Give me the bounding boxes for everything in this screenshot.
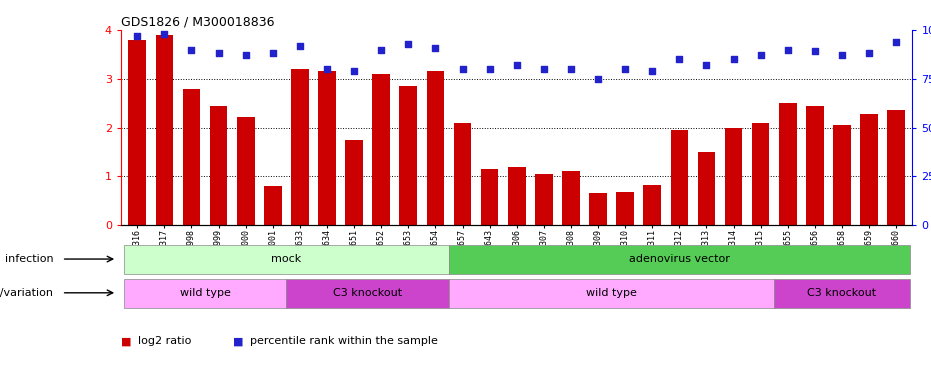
Bar xyxy=(589,194,607,225)
Point xyxy=(889,39,904,45)
Text: C3 knockout: C3 knockout xyxy=(333,288,402,298)
Text: C3 knockout: C3 knockout xyxy=(807,288,876,298)
Point xyxy=(292,43,307,49)
Point xyxy=(699,62,714,68)
Text: wild type: wild type xyxy=(180,288,231,298)
Point xyxy=(455,66,470,72)
Point xyxy=(672,56,687,62)
Point xyxy=(834,53,849,58)
Point xyxy=(861,50,876,56)
Bar xyxy=(887,110,905,225)
Bar xyxy=(535,174,553,225)
Bar xyxy=(209,106,227,225)
Bar xyxy=(318,71,336,225)
Point xyxy=(509,62,524,68)
Bar xyxy=(124,245,449,274)
Point xyxy=(211,50,226,56)
Bar xyxy=(345,140,363,225)
Bar xyxy=(287,279,449,308)
Bar xyxy=(182,88,200,225)
Text: wild type: wild type xyxy=(587,288,637,298)
Point xyxy=(536,66,551,72)
Bar xyxy=(372,74,390,225)
Bar xyxy=(616,192,634,225)
Point xyxy=(184,46,199,53)
Bar xyxy=(775,279,910,308)
Text: GDS1826 / M300018836: GDS1826 / M300018836 xyxy=(121,16,275,29)
Point xyxy=(617,66,632,72)
Point xyxy=(319,66,334,72)
Point xyxy=(726,56,741,62)
Text: genotype/variation: genotype/variation xyxy=(0,288,54,298)
Bar xyxy=(399,86,417,225)
Bar xyxy=(264,186,281,225)
Bar xyxy=(426,71,444,225)
Point xyxy=(563,66,578,72)
Bar xyxy=(449,245,910,274)
Bar xyxy=(697,152,715,225)
Text: ■: ■ xyxy=(233,336,243,346)
Bar xyxy=(670,130,688,225)
Bar xyxy=(155,35,173,225)
Point xyxy=(807,48,822,54)
Point xyxy=(373,46,388,53)
Bar xyxy=(752,123,769,225)
Bar xyxy=(860,114,878,225)
Text: mock: mock xyxy=(271,254,302,264)
Point xyxy=(401,40,416,46)
Bar xyxy=(449,279,775,308)
Point xyxy=(645,68,660,74)
Point xyxy=(428,45,443,51)
Bar xyxy=(779,103,797,225)
Point xyxy=(238,53,253,58)
Text: ■: ■ xyxy=(121,336,131,346)
Bar xyxy=(806,106,824,225)
Point xyxy=(482,66,497,72)
Text: log2 ratio: log2 ratio xyxy=(138,336,191,346)
Point xyxy=(753,53,768,58)
Bar xyxy=(724,128,742,225)
Text: adenovirus vector: adenovirus vector xyxy=(628,254,730,264)
Bar xyxy=(453,123,471,225)
Bar xyxy=(562,171,580,225)
Bar xyxy=(480,169,498,225)
Bar xyxy=(236,117,254,225)
Point xyxy=(129,33,144,39)
Point xyxy=(590,76,605,82)
Point xyxy=(346,68,361,74)
Point xyxy=(265,50,280,56)
Bar xyxy=(643,185,661,225)
Bar xyxy=(128,40,146,225)
Bar xyxy=(291,69,309,225)
Point xyxy=(157,31,172,37)
Text: infection: infection xyxy=(6,254,54,264)
Bar xyxy=(508,166,525,225)
Bar xyxy=(833,125,851,225)
Point xyxy=(780,46,795,53)
Text: percentile rank within the sample: percentile rank within the sample xyxy=(250,336,438,346)
Bar xyxy=(124,279,287,308)
